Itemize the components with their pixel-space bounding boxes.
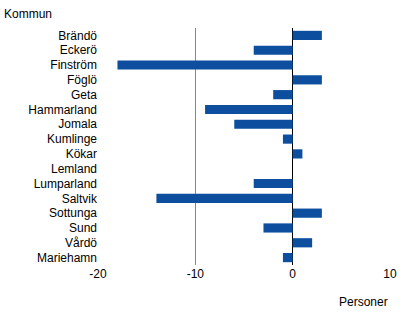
- svg-text:Lumparland: Lumparland: [34, 177, 97, 191]
- svg-text:Mariehamn: Mariehamn: [37, 251, 97, 265]
- svg-text:Vårdö: Vårdö: [65, 236, 97, 250]
- svg-text:Finström: Finström: [50, 58, 97, 72]
- svg-text:Eckerö: Eckerö: [60, 43, 98, 57]
- svg-text:10: 10: [383, 267, 397, 281]
- svg-text:Lemland: Lemland: [51, 162, 97, 176]
- svg-text:0: 0: [289, 267, 296, 281]
- svg-text:-10: -10: [187, 267, 205, 281]
- svg-text:Föglö: Föglö: [67, 73, 97, 87]
- svg-text:Hammarland: Hammarland: [28, 103, 97, 117]
- svg-text:Geta: Geta: [71, 88, 97, 102]
- svg-text:-20: -20: [89, 267, 107, 281]
- svg-text:Sund: Sund: [69, 221, 97, 235]
- svg-text:Brändö: Brändö: [58, 29, 97, 43]
- svg-text:Sottunga: Sottunga: [49, 206, 97, 220]
- svg-text:Jomala: Jomala: [58, 117, 97, 131]
- svg-text:Kökar: Kökar: [66, 147, 97, 161]
- svg-text:Kumlinge: Kumlinge: [47, 132, 97, 146]
- svg-text:Kommun: Kommun: [4, 7, 52, 21]
- svg-text:Personer: Personer: [339, 295, 388, 309]
- svg-text:Saltvik: Saltvik: [62, 192, 98, 206]
